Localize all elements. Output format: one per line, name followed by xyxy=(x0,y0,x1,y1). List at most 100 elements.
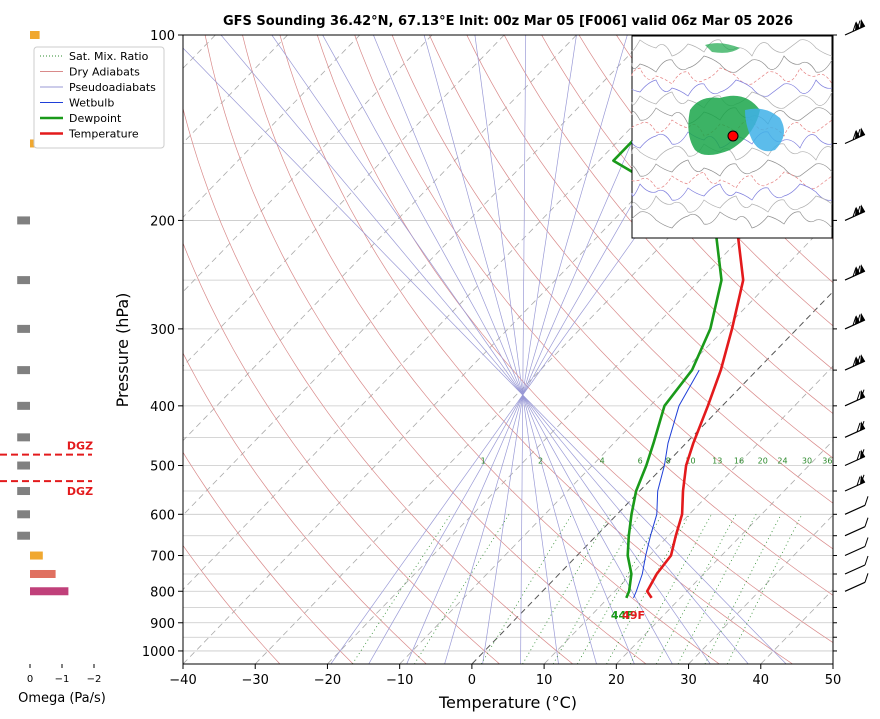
barb-staff xyxy=(844,210,866,221)
wind-barb xyxy=(844,537,869,557)
barb-line xyxy=(860,474,865,484)
barb-line xyxy=(864,496,869,506)
wind-barb xyxy=(844,555,869,575)
mixing-ratio-label: 6 xyxy=(638,457,643,466)
barb-flag xyxy=(855,21,860,31)
x-tick-label: 20 xyxy=(608,673,625,688)
wind-barb xyxy=(844,127,866,145)
barb-flag xyxy=(860,127,865,137)
barb-line xyxy=(852,316,857,326)
wind-barb xyxy=(844,264,866,281)
y-tick-label: 1000 xyxy=(142,645,175,660)
barb-flag xyxy=(855,266,860,276)
series-temperature-line xyxy=(645,35,816,599)
x-tick-label: 50 xyxy=(825,673,842,688)
barb-staff xyxy=(844,427,866,438)
mixing-ratio-label: 24 xyxy=(777,457,787,466)
barb-line xyxy=(852,130,857,141)
x-tick-label: 40 xyxy=(753,673,770,688)
dgz-label: DGZ xyxy=(67,485,93,498)
mixing-ratio-line xyxy=(629,514,712,664)
mixing-ratio-label: 8 xyxy=(666,457,671,466)
legend-label: Sat. Mix. Ratio xyxy=(69,50,149,63)
omega-bar xyxy=(17,216,30,225)
dry-adiabat xyxy=(183,106,574,664)
inset-contour xyxy=(631,67,833,85)
barb-line xyxy=(856,391,861,401)
barb-line xyxy=(860,420,865,431)
barb-staff xyxy=(844,545,866,557)
dry-adiabat xyxy=(316,35,833,643)
x-axis-label: Temperature (°C) xyxy=(438,693,577,712)
wind-barb xyxy=(844,312,866,330)
wind-barb xyxy=(844,496,869,515)
y-axis-label: Pressure (hPa) xyxy=(113,293,132,408)
pseudoadiabat xyxy=(322,35,673,664)
mixing-ratio-line xyxy=(480,514,573,664)
barb-flag xyxy=(860,19,865,28)
barb-line xyxy=(852,267,857,277)
zero-isotherm xyxy=(471,291,833,664)
barb-line xyxy=(852,207,857,217)
barb-line xyxy=(864,537,869,547)
mixing-ratio-line xyxy=(677,514,757,664)
legend-label: Pseudoadiabats xyxy=(69,81,156,94)
legend-box xyxy=(33,46,165,149)
mixing-ratio-line xyxy=(704,514,782,664)
barb-staff xyxy=(844,396,866,407)
barb-staff xyxy=(844,526,866,537)
dry-adiabat xyxy=(183,352,427,664)
isotherm xyxy=(832,663,833,664)
series-wetbulb-line xyxy=(633,369,700,599)
mixing-ratio-label: 1 xyxy=(481,457,486,466)
barb-flag xyxy=(860,312,865,322)
mixing-ratio-label: 16 xyxy=(734,457,744,466)
wind-barb xyxy=(844,204,866,221)
barb-flag xyxy=(855,129,860,139)
barb-staff xyxy=(844,481,866,492)
mixing-ratio-label: 4 xyxy=(600,457,605,466)
barb-line xyxy=(856,422,861,433)
dry-adiabat xyxy=(279,35,793,664)
plot-frame xyxy=(182,34,834,665)
barb-line xyxy=(856,128,861,139)
wind-barb xyxy=(844,389,866,407)
barb-line xyxy=(856,265,861,275)
x-tick-label: −40 xyxy=(169,673,196,688)
y-tick-label: 800 xyxy=(150,585,175,600)
dry-adiabat xyxy=(242,35,720,664)
y-tick-label: 600 xyxy=(150,508,175,523)
omega-bar xyxy=(17,510,30,519)
pseudoadiabat xyxy=(520,35,527,664)
wind-barb xyxy=(844,449,866,467)
mixing-ratio-label: 36 xyxy=(822,457,832,466)
isotherm xyxy=(399,216,833,664)
wind-barb xyxy=(844,19,866,36)
barb-staff xyxy=(844,360,866,371)
legend-label: Dry Adiabats xyxy=(69,66,140,79)
legend-label: Wetbulb xyxy=(69,97,114,110)
y-tick-label: 900 xyxy=(150,617,175,632)
barb-line xyxy=(856,476,861,486)
x-tick-label: 0 xyxy=(468,673,476,688)
x-tick-label: 30 xyxy=(680,673,697,688)
inset-map xyxy=(631,35,833,239)
surface-dewpoint-label: 44F xyxy=(611,609,634,622)
dgz-label: DGZ xyxy=(67,440,93,453)
y-tick-label: 500 xyxy=(150,460,175,475)
barb-line xyxy=(856,450,861,461)
omega-bar xyxy=(17,531,30,540)
barb-line xyxy=(864,517,869,527)
mixing-ratio-line xyxy=(655,514,737,664)
inset-contour xyxy=(631,183,833,201)
omega-bar xyxy=(17,487,30,496)
isotherm xyxy=(688,514,833,664)
barb-staff xyxy=(844,455,866,467)
barb-line xyxy=(856,314,861,324)
omega-bar xyxy=(17,401,30,410)
inset-contour xyxy=(631,79,833,97)
mixing-ratio-line xyxy=(414,514,510,664)
mixing-ratio-line xyxy=(552,514,640,664)
omega-panel: DGZ DGZ 0 −1 −2 xyxy=(0,31,101,685)
